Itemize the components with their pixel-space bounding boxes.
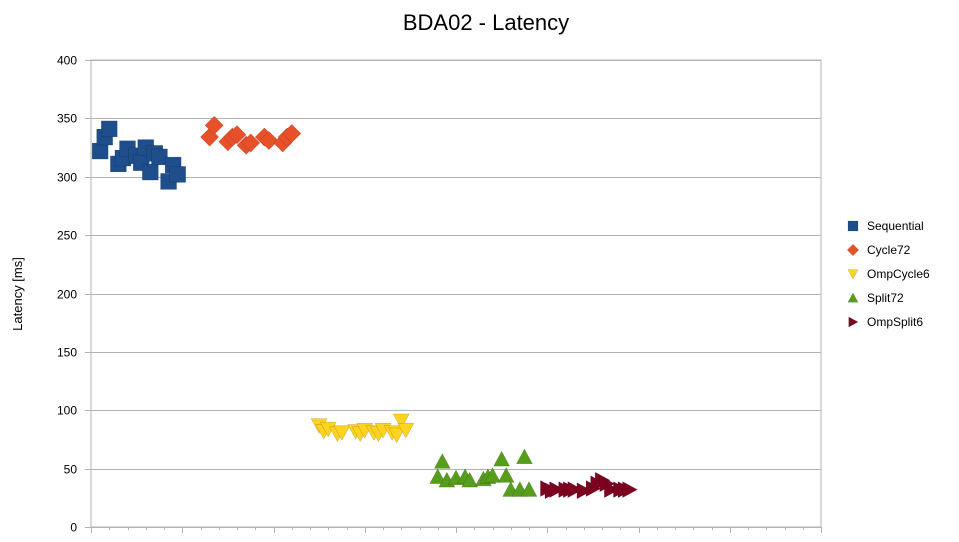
series-ompsplit6 xyxy=(540,471,638,500)
legend-label: Split72 xyxy=(867,291,904,305)
legend-marker-ompcycle6 xyxy=(847,269,859,280)
series-ompcycle6 xyxy=(310,413,415,444)
data-point-ompcycle6 xyxy=(333,425,351,441)
y-axis-label: Latency [ms] xyxy=(10,257,25,331)
legend-label: OmpSplit6 xyxy=(867,315,923,329)
data-point-cycle72 xyxy=(241,133,261,153)
data-point-ompsplit6 xyxy=(567,481,584,499)
y-tick-labels: 0 50 100 150 200 250 300 350 400 xyxy=(57,54,77,535)
y-tick-label: 50 xyxy=(64,463,78,477)
data-point-sequential xyxy=(169,166,186,183)
legend-item-ompcycle6: OmpCycle6 xyxy=(847,267,930,281)
data-point-split72 xyxy=(497,467,515,483)
legend-item-sequential: Sequential xyxy=(847,219,924,233)
data-point-ompcycle6 xyxy=(397,423,415,439)
legend-marker-ompsplit6 xyxy=(848,316,859,328)
plot-area xyxy=(90,59,822,528)
data-point-split72 xyxy=(484,467,501,483)
y-tick-label: 200 xyxy=(57,288,77,302)
data-point-cycle72 xyxy=(282,123,302,144)
data-point-cycle72 xyxy=(200,127,220,147)
legend-label: Cycle72 xyxy=(867,243,911,257)
data-point-ompcycle6 xyxy=(392,413,410,430)
legend-item-cycle72: Cycle72 xyxy=(846,243,911,257)
legend-label: OmpCycle6 xyxy=(867,267,930,281)
series-split72 xyxy=(429,448,538,497)
gridlines xyxy=(91,60,821,528)
legend-marker-split72 xyxy=(847,292,859,303)
series-cycle72 xyxy=(200,115,302,155)
data-point-ompcycle6 xyxy=(388,427,406,444)
data-point-ompsplit6 xyxy=(622,481,638,499)
data-point-split72 xyxy=(493,450,511,467)
legend-label: Sequential xyxy=(867,219,924,233)
data-point-ompsplit6 xyxy=(576,482,593,500)
data-point-sequential xyxy=(101,120,118,138)
y-tick-label: 400 xyxy=(57,54,77,68)
legend-item-split72: Split72 xyxy=(847,291,904,305)
data-point-cycle72 xyxy=(259,131,279,151)
data-point-ompsplit6 xyxy=(604,481,620,499)
data-point-split72 xyxy=(461,471,479,488)
y-tick-label: 250 xyxy=(57,229,77,243)
series-layer xyxy=(91,115,638,500)
data-point-split72 xyxy=(520,481,538,497)
y-tick-label: 150 xyxy=(57,346,77,360)
data-point-split72 xyxy=(429,468,447,484)
chart-title: BDA02 - Latency xyxy=(403,10,569,35)
data-point-sequential xyxy=(91,142,109,160)
legend-item-ompsplit6: OmpSplit6 xyxy=(848,315,923,329)
y-tick-label: 350 xyxy=(57,112,77,126)
series-sequential xyxy=(91,120,186,190)
legend: Sequential Cycle72 OmpCycle6 Split72 OmpSpli… xyxy=(846,219,930,329)
data-point-ompsplit6 xyxy=(549,481,565,499)
y-tick-label: 100 xyxy=(57,404,77,418)
y-tick-label: 0 xyxy=(70,521,77,535)
data-point-split72 xyxy=(433,453,451,469)
legend-marker-cycle72 xyxy=(846,243,860,257)
data-point-sequential xyxy=(151,148,168,166)
y-tick-label: 300 xyxy=(57,171,77,185)
data-point-cycle72 xyxy=(227,125,247,145)
axes xyxy=(85,59,822,533)
legend-marker-sequential xyxy=(847,220,859,232)
data-point-cycle72 xyxy=(204,115,224,135)
data-point-split72 xyxy=(516,448,533,464)
data-point-sequential xyxy=(142,163,159,181)
